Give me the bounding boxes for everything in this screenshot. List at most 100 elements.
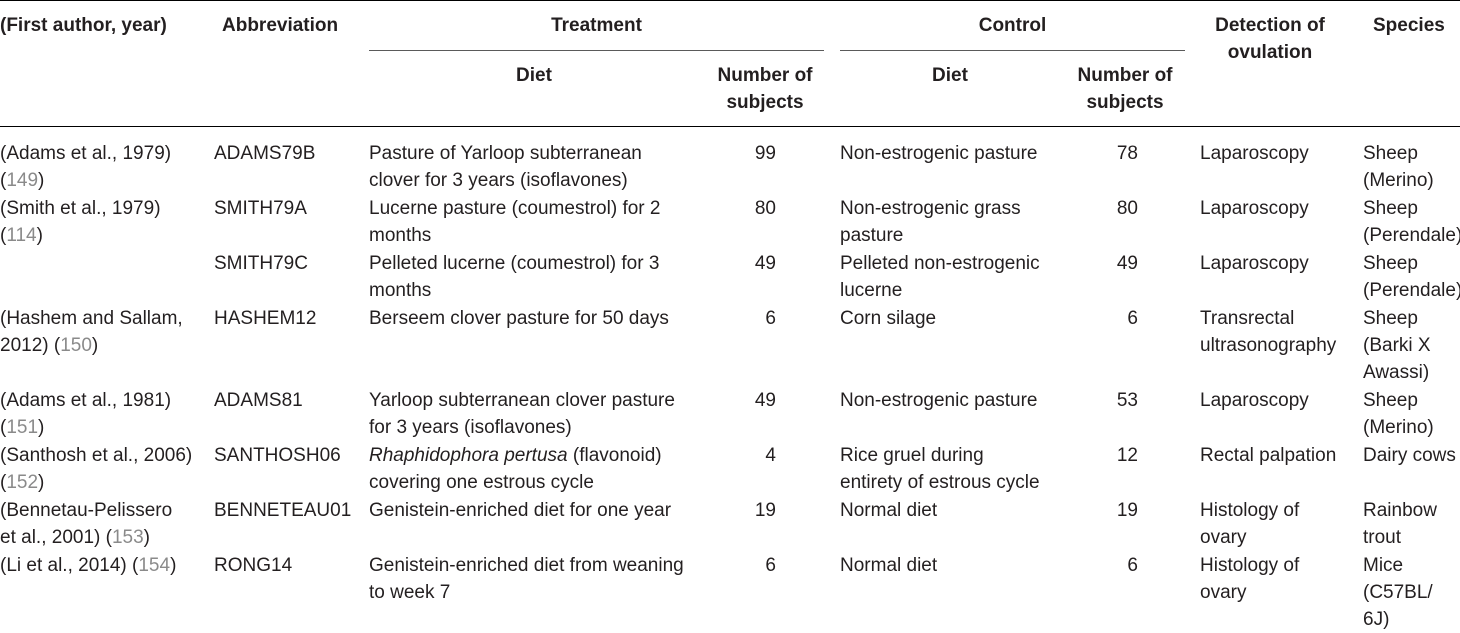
- row-species-line2: (Barki X: [1363, 335, 1431, 356]
- row-author-line2: (114): [0, 225, 43, 246]
- row-species-line2: (Merino): [1363, 417, 1434, 438]
- row-author-line1: (Adams et al., 1979): [0, 143, 172, 164]
- reference-link[interactable]: 151: [6, 417, 39, 438]
- row-treatment-n: 19: [754, 500, 776, 521]
- row-control-diet-line1: Non-estrogenic pasture: [840, 143, 1038, 164]
- row-treatment-diet-line1: Lucerne pasture (coumestrol) for 2: [369, 198, 661, 219]
- row-treatment-n: 6: [765, 555, 776, 576]
- row-species-line2: (Perendale): [1363, 280, 1460, 301]
- control-underline: [840, 50, 1185, 51]
- row-control-diet-line1: Pelleted non-estrogenic: [840, 253, 1040, 274]
- row-detection-line2: ovary: [1200, 527, 1247, 548]
- row-species-line3: 6J): [1363, 609, 1390, 630]
- header-treatment: Treatment: [551, 15, 642, 36]
- row-species-line1: Sheep: [1363, 198, 1418, 219]
- row-species-line2: trout: [1363, 527, 1402, 548]
- header-control-diet: Diet: [932, 65, 968, 86]
- row-control-n: 12: [1116, 445, 1138, 466]
- row-treatment-n: 99: [754, 143, 776, 164]
- row-control-n: 78: [1116, 143, 1138, 164]
- row-abbreviation: SANTHOSH06: [214, 445, 341, 466]
- header-detection-line2: ovulation: [1227, 42, 1313, 63]
- row-treatment-diet-line2: clover for 3 years (isoflavones): [369, 170, 628, 191]
- row-author-year: et al., 2001): [0, 527, 106, 548]
- header-species: Species: [1373, 15, 1445, 36]
- row-author-line2: (149): [0, 170, 45, 191]
- row-species-line2: (Merino): [1363, 170, 1434, 191]
- header-control: Control: [978, 15, 1047, 36]
- row-abbreviation: HASHEM12: [214, 308, 317, 329]
- row-species-line1: Sheep: [1363, 143, 1418, 164]
- row-control-diet-line1: Corn silage: [840, 308, 937, 329]
- row-author-line2: (152): [0, 472, 45, 493]
- row-control-diet-line2: lucerne: [840, 280, 903, 301]
- row-author-line2: (151): [0, 417, 45, 438]
- row-control-diet-line2: entirety of estrous cycle: [840, 472, 1040, 493]
- row-author-text: (Li et al., 2014): [0, 555, 133, 576]
- header-treatment-diet: Diet: [516, 65, 552, 86]
- header-treatment-n-line2: subjects: [726, 92, 804, 113]
- row-treatment-n: 6: [765, 308, 776, 329]
- header-abbreviation: Abbreviation: [222, 15, 339, 36]
- row-species-line1: Dairy cows: [1363, 445, 1456, 466]
- row-treatment-diet-line2: months: [369, 225, 432, 246]
- row-treatment-diet-line1: Pasture of Yarloop subterranean: [369, 143, 642, 164]
- header-detection-line1: Detection of: [1215, 15, 1325, 36]
- row-species-line1: Sheep: [1363, 308, 1418, 329]
- row-treatment-diet-line2: for 3 years (isoflavones): [369, 417, 572, 438]
- row-detection-line1: Histology of: [1200, 500, 1300, 521]
- row-species-line3: Awassi): [1363, 362, 1430, 383]
- reference-link[interactable]: 114: [6, 225, 37, 246]
- top-rule: [0, 0, 1460, 1]
- row-species-line1: Mice: [1363, 555, 1404, 576]
- row-control-n: 19: [1116, 500, 1138, 521]
- row-species-line1: Rainbow: [1363, 500, 1437, 521]
- row-species-line1: Sheep: [1363, 390, 1418, 411]
- row-abbreviation: ADAMS79B: [214, 143, 316, 164]
- header-bottom-rule: [0, 126, 1460, 127]
- row-author-line2: 2012) (150): [0, 335, 99, 356]
- row-detection-line2: ovary: [1200, 582, 1247, 603]
- row-treatment-n: 49: [754, 390, 776, 411]
- reference-link[interactable]: 154: [138, 555, 171, 576]
- row-abbreviation: RONG14: [214, 555, 293, 576]
- row-abbreviation: SMITH79A: [214, 198, 307, 219]
- row-control-diet-line1: Non-estrogenic grass: [840, 198, 1021, 219]
- reference-link[interactable]: 149: [6, 170, 39, 191]
- row-control-n: 49: [1116, 253, 1138, 274]
- row-treatment-diet-line1: Genistein-enriched diet from weaning: [369, 555, 684, 576]
- row-treatment-n: 80: [754, 198, 776, 219]
- row-author-line1: (Adams et al., 1981): [0, 390, 172, 411]
- row-control-n: 80: [1116, 198, 1138, 219]
- header-treatment-n-line1: Number of: [717, 65, 813, 86]
- row-detection-line1: Histology of: [1200, 555, 1300, 576]
- row-treatment-diet-line1: Rhaphidophora pertusa (flavonoid): [369, 442, 662, 469]
- row-control-n: 6: [1127, 308, 1138, 329]
- row-detection-line2: ultrasonography: [1200, 335, 1337, 356]
- reference-link[interactable]: 152: [6, 472, 39, 493]
- row-control-diet-line1: Non-estrogenic pasture: [840, 390, 1038, 411]
- row-species-line1: Sheep: [1363, 253, 1418, 274]
- row-detection-line1: Transrectal: [1200, 308, 1295, 329]
- reference-link[interactable]: 150: [60, 335, 92, 356]
- row-detection-line1: Laparoscopy: [1200, 390, 1309, 411]
- row-treatment-diet-line1: Genistein-enriched diet for one year: [369, 500, 672, 521]
- row-treatment-diet-line2: months: [369, 280, 432, 301]
- row-treatment-diet-line1: Pelleted lucerne (coumestrol) for 3: [369, 253, 660, 274]
- row-author-line1: (Bennetau-Pelissero: [0, 500, 173, 521]
- row-control-n: 6: [1127, 555, 1138, 576]
- header-author: (First author, year): [0, 15, 167, 36]
- row-author-line1: (Smith et al., 1979): [0, 198, 161, 219]
- row-control-diet-line1: Normal diet: [840, 500, 938, 521]
- row-treatment-diet-line2: covering one estrous cycle: [369, 472, 594, 493]
- row-detection-line1: Laparoscopy: [1200, 143, 1309, 164]
- row-abbreviation: BENNETEAU01: [214, 500, 352, 521]
- row-treatment-diet-line1: Berseem clover pasture for 50 days: [369, 308, 669, 329]
- row-detection-line1: Rectal palpation: [1200, 445, 1337, 466]
- reference-link[interactable]: 153: [111, 527, 144, 548]
- row-author-line1: (Hashem and Sallam,: [0, 308, 183, 329]
- species-name-italic: Rhaphidophora pertusa: [369, 445, 568, 466]
- row-control-diet-line1: Normal diet: [840, 555, 938, 576]
- row-control-diet-line1: Rice gruel during: [840, 445, 984, 466]
